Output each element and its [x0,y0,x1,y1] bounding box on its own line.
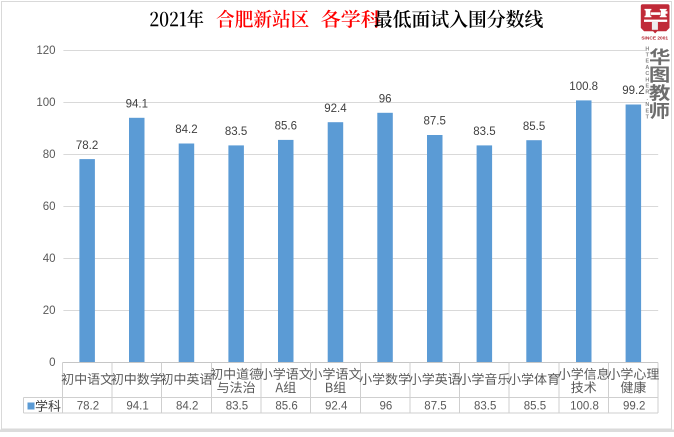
svg-text:83.5: 83.5 [474,400,496,412]
svg-text:SINCE 2001: SINCE 2001 [641,36,668,42]
svg-text:85.5: 85.5 [524,400,546,412]
svg-text:40: 40 [43,253,56,265]
svg-text:84.2: 84.2 [175,124,197,136]
svg-text:E: E [645,59,649,65]
svg-text:85.6: 85.6 [275,400,297,412]
svg-text:A: A [645,65,649,71]
svg-text:99.2: 99.2 [622,85,644,97]
svg-text:100.8: 100.8 [570,400,599,412]
svg-text:87.5: 87.5 [424,400,446,412]
svg-text:85.5: 85.5 [523,121,545,133]
svg-text:60: 60 [43,201,56,213]
svg-text:100.8: 100.8 [569,81,598,93]
svg-text:120: 120 [36,45,55,57]
svg-text:94.1: 94.1 [126,400,148,412]
svg-text:87.5: 87.5 [424,116,446,128]
svg-text:83.5: 83.5 [226,400,248,412]
svg-text:R: R [645,90,649,96]
svg-text:84.2: 84.2 [176,400,198,412]
svg-text:E: E [645,84,649,90]
svg-text:N: N [645,102,649,108]
svg-text:78.2: 78.2 [76,140,98,152]
svg-text:99.2: 99.2 [623,400,645,412]
svg-text:92.4: 92.4 [325,400,348,412]
svg-text:80: 80 [43,149,56,161]
svg-text:H: H [645,77,649,83]
svg-text:0: 0 [49,357,55,369]
svg-text:96: 96 [379,94,392,106]
svg-text:94.1: 94.1 [126,99,148,111]
svg-text:T: T [646,53,650,59]
svg-text:C: C [645,71,649,77]
svg-text:92.4: 92.4 [324,103,347,115]
svg-text:.: . [647,96,649,102]
svg-text:83.5: 83.5 [473,126,495,138]
svg-text:T: T [646,115,650,121]
svg-text:100: 100 [36,97,55,109]
svg-text:E: E [645,108,649,114]
svg-text:H: H [645,46,649,52]
svg-text:96: 96 [380,400,393,412]
svg-text:83.5: 83.5 [225,126,247,138]
svg-text:20: 20 [43,305,56,317]
svg-text:85.6: 85.6 [275,121,297,133]
svg-text:78.2: 78.2 [77,400,99,412]
